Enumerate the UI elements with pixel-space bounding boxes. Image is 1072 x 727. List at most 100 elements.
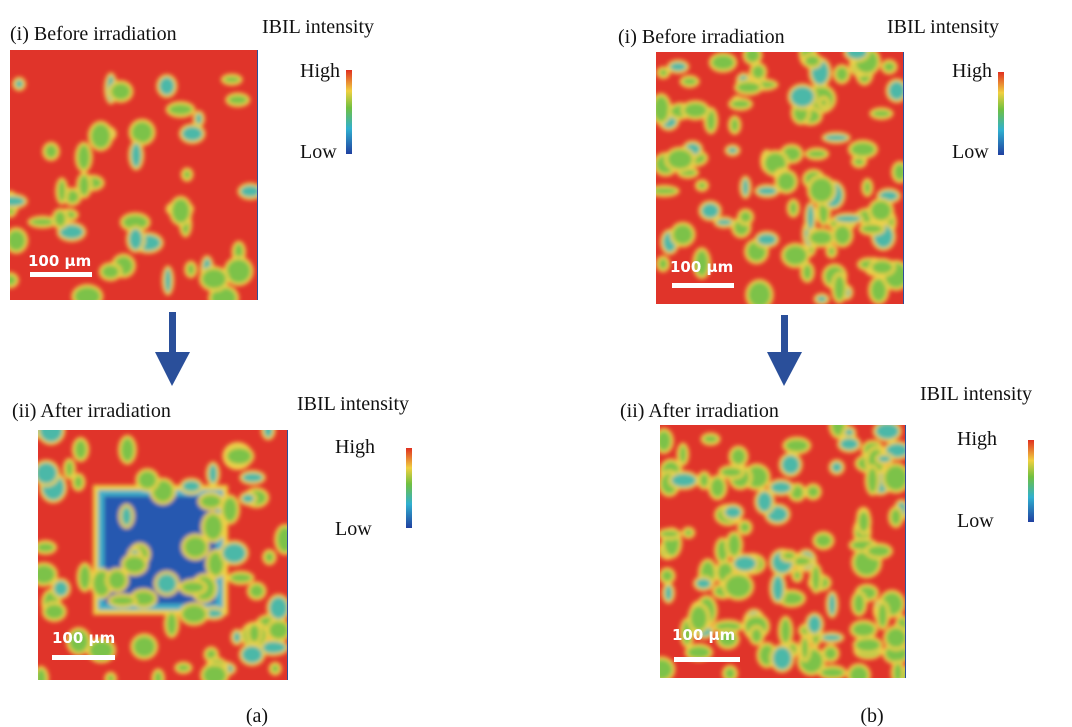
texture-blob xyxy=(849,666,868,678)
scale-bar xyxy=(674,657,740,662)
texture-blob xyxy=(667,149,693,169)
texture-blob xyxy=(853,593,865,614)
texture-blob xyxy=(770,481,792,494)
texture-blob xyxy=(840,438,859,450)
ibil-map: 100 µm xyxy=(656,52,904,304)
texture-blob xyxy=(821,634,842,641)
texture-blob xyxy=(867,545,890,557)
texture-blob xyxy=(783,245,808,266)
texture-blob xyxy=(241,646,263,664)
texture-blob xyxy=(687,646,710,659)
texture-blob xyxy=(684,103,707,118)
texture-blob xyxy=(110,596,135,605)
texture-blob xyxy=(682,620,692,645)
scale-bar xyxy=(30,272,92,277)
texture-blob xyxy=(679,445,687,463)
scale-bar-label: 100 µm xyxy=(28,252,91,270)
map-texture xyxy=(38,430,288,680)
texture-blob xyxy=(824,134,848,141)
scale-bar xyxy=(52,655,115,660)
texture-blob xyxy=(828,593,836,616)
texture-blob xyxy=(201,269,227,289)
texture-blob xyxy=(226,448,252,465)
texture-blob xyxy=(745,52,760,63)
texture-blob xyxy=(223,497,238,522)
texture-blob xyxy=(878,603,887,628)
texture-blob xyxy=(864,181,871,194)
texture-blob xyxy=(166,613,177,636)
texture-blob xyxy=(727,147,738,154)
map-texture xyxy=(660,425,906,678)
texture-blob xyxy=(717,540,728,562)
texture-blob xyxy=(852,622,875,637)
texture-blob xyxy=(835,215,861,223)
texture-blob xyxy=(10,275,16,286)
texture-blob xyxy=(230,573,252,583)
texture-blob xyxy=(107,674,115,680)
texture-blob xyxy=(886,443,906,458)
texture-blob xyxy=(870,200,892,221)
texture-blob xyxy=(661,570,673,582)
texture-blob xyxy=(121,506,132,526)
texture-blob xyxy=(171,198,190,224)
texture-blob xyxy=(884,465,906,491)
texture-blob xyxy=(757,186,777,196)
texture-blob xyxy=(269,596,288,619)
texture-blob xyxy=(807,615,822,634)
arrow xyxy=(767,315,802,386)
texture-blob xyxy=(182,605,206,623)
texture-blob xyxy=(182,480,201,492)
texture-blob xyxy=(780,592,803,605)
texture-blob xyxy=(833,275,845,301)
texture-blob xyxy=(184,536,207,558)
texture-blob xyxy=(38,543,55,552)
texture-blob xyxy=(53,580,68,597)
texture-blob xyxy=(835,67,848,82)
texture-blob xyxy=(44,604,64,619)
texture-blob xyxy=(79,175,90,196)
texture-blob xyxy=(855,638,881,652)
texture-blob xyxy=(861,224,883,233)
texture-blob xyxy=(834,225,851,245)
texture-blob xyxy=(177,664,190,672)
texture-blob xyxy=(772,646,792,670)
texture-blob xyxy=(718,631,737,647)
texture-blob xyxy=(805,55,820,66)
texture-blob xyxy=(682,78,697,85)
texture-blob xyxy=(831,462,842,473)
texture-blob xyxy=(893,663,902,678)
texture-blob xyxy=(867,467,878,493)
texture-blob xyxy=(780,618,791,643)
texture-blob xyxy=(740,211,752,223)
map-texture xyxy=(10,72,258,300)
texture-blob xyxy=(748,282,771,304)
texture-blob xyxy=(697,182,706,189)
texture-blob xyxy=(757,233,777,246)
texture-blob xyxy=(757,491,773,512)
texture-blob xyxy=(77,144,90,170)
texture-blob xyxy=(846,52,868,60)
texture-blob xyxy=(30,218,55,226)
texture-blob xyxy=(121,437,134,462)
color-bar xyxy=(346,70,352,154)
panel-label: (a) xyxy=(246,705,268,727)
texture-blob xyxy=(208,552,224,576)
texture-blob xyxy=(794,571,801,580)
texture-blob xyxy=(200,495,221,508)
map-title: (i) Before irradiation xyxy=(10,23,177,45)
legend-high: High xyxy=(952,60,992,82)
texture-blob xyxy=(690,605,708,631)
texture-blob xyxy=(853,157,865,166)
texture-blob xyxy=(156,573,177,594)
texture-blob xyxy=(886,628,906,648)
texture-blob xyxy=(154,671,162,680)
texture-blob xyxy=(790,485,804,500)
legend-title: IBIL intensity xyxy=(297,393,409,415)
texture-blob xyxy=(54,211,66,227)
color-bar xyxy=(1028,440,1034,522)
texture-blob xyxy=(203,514,223,540)
map-background xyxy=(10,50,258,300)
legend-title: IBIL intensity xyxy=(262,16,374,38)
texture-blob xyxy=(133,636,156,657)
